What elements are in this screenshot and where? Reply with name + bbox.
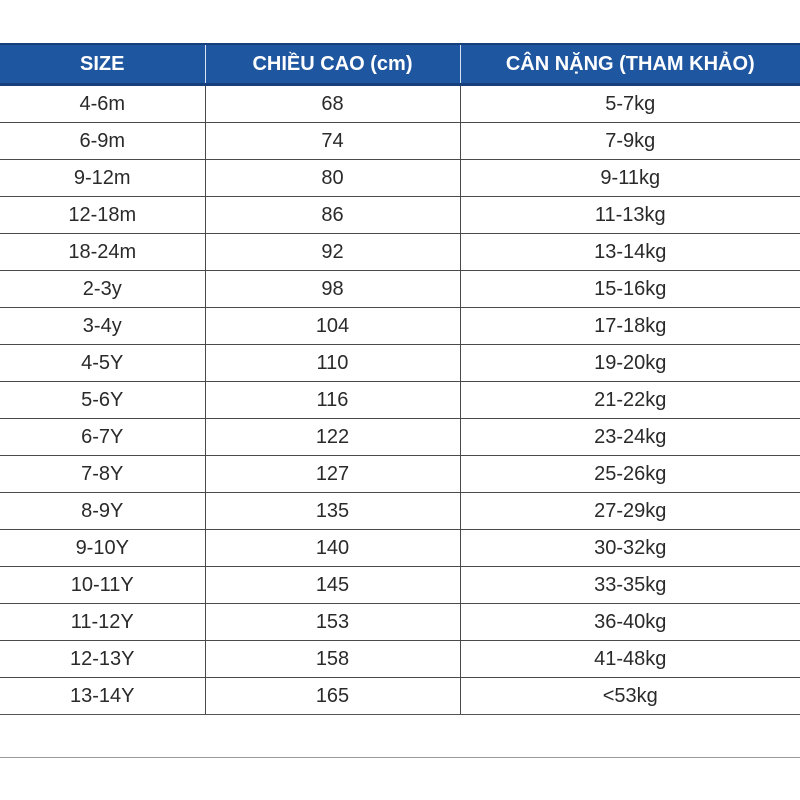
size-chart-table: SIZE CHIỀU CAO (cm) CÂN NẶNG (THAM KHẢO)… <box>0 43 800 715</box>
size-cell: 10-11Y <box>0 566 206 604</box>
table-row: 9-12m 80 9-11kg <box>0 159 800 197</box>
height-cell: 104 <box>205 307 461 345</box>
height-cell: 74 <box>205 122 461 160</box>
height-cell: 80 <box>205 159 461 197</box>
height-cell: 140 <box>205 529 461 567</box>
weight-cell: 19-20kg <box>460 344 800 382</box>
header-height: CHIỀU CAO (cm) <box>205 43 461 86</box>
table-row: 9-10Y 140 30-32kg <box>0 529 800 567</box>
weight-cell: 36-40kg <box>460 603 800 641</box>
size-cell: 6-9m <box>0 122 206 160</box>
height-cell: 98 <box>205 270 461 308</box>
height-cell: 127 <box>205 455 461 493</box>
table-row: 10-11Y 145 33-35kg <box>0 566 800 604</box>
table-row: 5-6Y 116 21-22kg <box>0 381 800 419</box>
size-cell: 7-8Y <box>0 455 206 493</box>
size-cell: 9-10Y <box>0 529 206 567</box>
height-cell: 92 <box>205 233 461 271</box>
bottom-divider <box>0 757 800 758</box>
weight-cell: <53kg <box>460 677 800 715</box>
height-cell: 116 <box>205 381 461 419</box>
table-header-row: SIZE CHIỀU CAO (cm) CÂN NẶNG (THAM KHẢO) <box>0 43 800 86</box>
weight-cell: 13-14kg <box>460 233 800 271</box>
height-cell: 165 <box>205 677 461 715</box>
weight-cell: 41-48kg <box>460 640 800 678</box>
header-weight: CÂN NẶNG (THAM KHẢO) <box>460 43 800 86</box>
weight-cell: 5-7kg <box>460 84 800 123</box>
size-cell: 4-6m <box>0 84 206 123</box>
table-row: 4-5Y 110 19-20kg <box>0 344 800 382</box>
table-row: 2-3y 98 15-16kg <box>0 270 800 308</box>
size-cell: 5-6Y <box>0 381 206 419</box>
size-cell: 9-12m <box>0 159 206 197</box>
height-cell: 110 <box>205 344 461 382</box>
size-cell: 2-3y <box>0 270 206 308</box>
height-cell: 153 <box>205 603 461 641</box>
table-row: 11-12Y 153 36-40kg <box>0 603 800 641</box>
size-cell: 12-18m <box>0 196 206 234</box>
weight-cell: 17-18kg <box>460 307 800 345</box>
size-cell: 12-13Y <box>0 640 206 678</box>
table-row: 12-18m 86 11-13kg <box>0 196 800 234</box>
table-row: 12-13Y 158 41-48kg <box>0 640 800 678</box>
size-cell: 3-4y <box>0 307 206 345</box>
table-row: 6-7Y 122 23-24kg <box>0 418 800 456</box>
height-cell: 158 <box>205 640 461 678</box>
weight-cell: 9-11kg <box>460 159 800 197</box>
height-cell: 145 <box>205 566 461 604</box>
size-cell: 8-9Y <box>0 492 206 530</box>
weight-cell: 21-22kg <box>460 381 800 419</box>
table-row: 4-6m 68 5-7kg <box>0 84 800 123</box>
table-row: 6-9m 74 7-9kg <box>0 122 800 160</box>
size-cell: 4-5Y <box>0 344 206 382</box>
size-cell: 13-14Y <box>0 677 206 715</box>
size-cell: 11-12Y <box>0 603 206 641</box>
weight-cell: 27-29kg <box>460 492 800 530</box>
table-row: 8-9Y 135 27-29kg <box>0 492 800 530</box>
weight-cell: 23-24kg <box>460 418 800 456</box>
size-cell: 18-24m <box>0 233 206 271</box>
table-row: 3-4y 104 17-18kg <box>0 307 800 345</box>
weight-cell: 33-35kg <box>460 566 800 604</box>
weight-cell: 30-32kg <box>460 529 800 567</box>
weight-cell: 15-16kg <box>460 270 800 308</box>
height-cell: 86 <box>205 196 461 234</box>
table-body: 4-6m 68 5-7kg 6-9m 74 7-9kg 9-12m 80 9-11kg 12-18… <box>0 84 800 715</box>
weight-cell: 25-26kg <box>460 455 800 493</box>
height-cell: 68 <box>205 84 461 123</box>
weight-cell: 7-9kg <box>460 122 800 160</box>
header-size: SIZE <box>0 43 206 86</box>
table-row: 18-24m 92 13-14kg <box>0 233 800 271</box>
height-cell: 122 <box>205 418 461 456</box>
weight-cell: 11-13kg <box>460 196 800 234</box>
height-cell: 135 <box>205 492 461 530</box>
table-row: 13-14Y 165 <53kg <box>0 677 800 715</box>
table-row: 7-8Y 127 25-26kg <box>0 455 800 493</box>
size-cell: 6-7Y <box>0 418 206 456</box>
